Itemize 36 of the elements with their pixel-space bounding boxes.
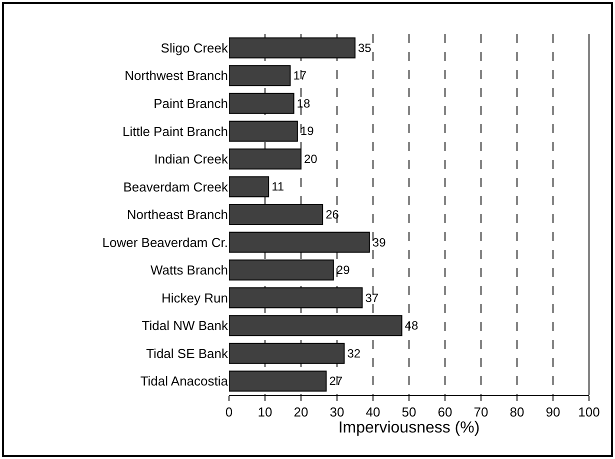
data-label: 32: [347, 346, 361, 360]
y-tick-label: Northwest Branch: [124, 68, 228, 84]
y-tick-label: Tidal Anacostia: [140, 374, 229, 389]
x-tick-label: 0: [225, 404, 233, 420]
bar: [229, 315, 402, 336]
x-tick-label: 90: [546, 404, 560, 420]
x-tick-label: 60: [438, 404, 452, 420]
y-tick-label: Lower Beaverdam Cr.: [102, 234, 228, 250]
bar: [229, 65, 291, 86]
y-tick-label: Sligo Creek: [160, 40, 228, 56]
y-tick-label: Tidal NW Bank: [142, 318, 228, 334]
y-tick-label: Watts Branch: [150, 262, 228, 278]
x-tick-label: 40: [366, 404, 380, 420]
data-label: 20: [304, 152, 318, 166]
x-tick-label: 50: [402, 404, 416, 420]
y-tick-label: Tidal SE Bank: [146, 346, 228, 361]
x-tick-label: 20: [294, 404, 308, 420]
data-label: 37: [365, 290, 379, 305]
y-tick-label: Little Paint Branch: [122, 124, 228, 139]
y-tick-label: Paint Branch: [154, 96, 228, 111]
data-label: 19: [300, 124, 314, 138]
bar: [229, 370, 327, 392]
x-tick-label: 10: [258, 404, 272, 420]
x-tick-label: 30: [330, 404, 344, 420]
y-tick-label: Indian Creek: [154, 152, 228, 167]
y-tick-label: Northeast Branch: [126, 207, 228, 222]
data-label: 35: [358, 40, 372, 55]
data-label: 11: [272, 180, 284, 194]
data-label: 39: [372, 235, 386, 250]
x-tick-label: 100: [578, 404, 600, 420]
y-tick-label: Hickey Run: [162, 290, 228, 306]
x-tick-label: 70: [474, 404, 488, 420]
x-axis-title: Imperviousness (%): [338, 420, 480, 437]
y-tick-label: Beaverdam Creek: [123, 179, 228, 194]
data-label: 18: [296, 96, 310, 110]
x-tick-label: 80: [510, 404, 524, 420]
